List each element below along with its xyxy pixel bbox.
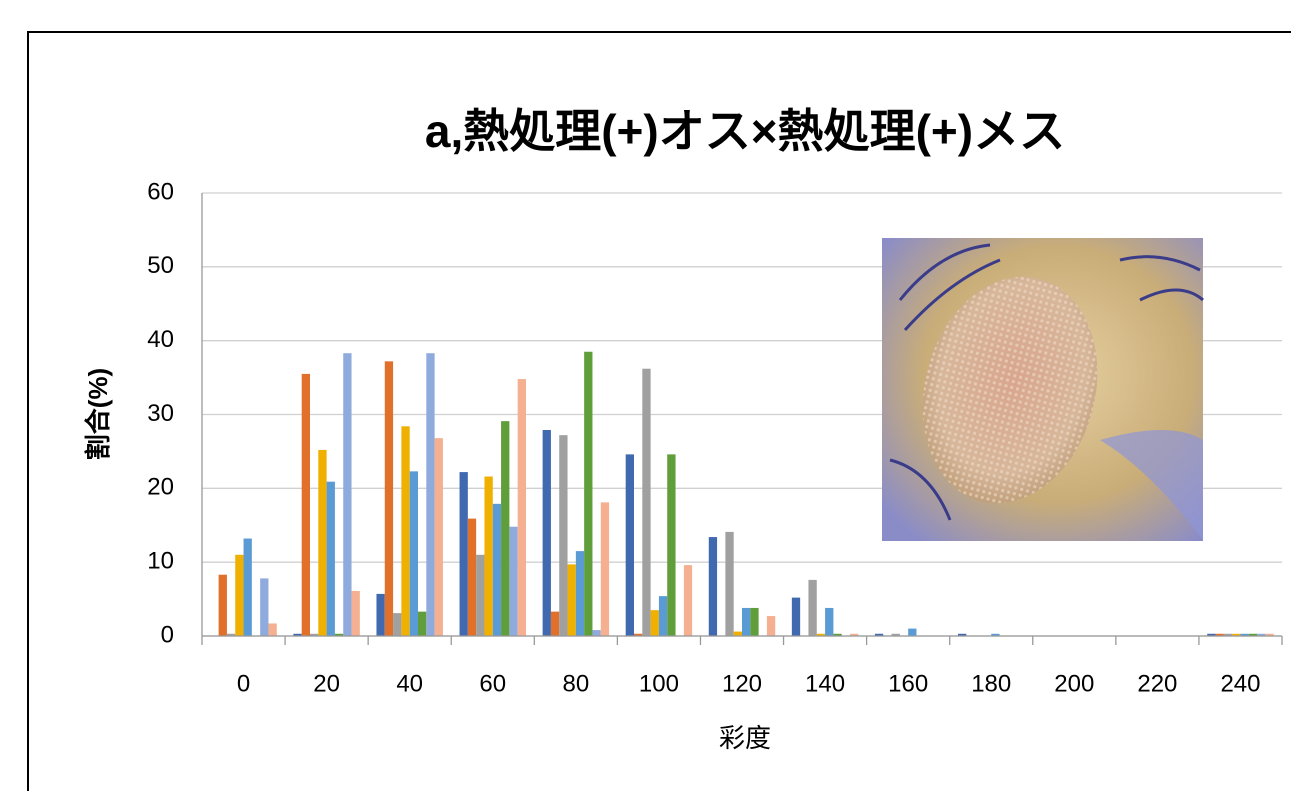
bar xyxy=(792,598,800,636)
bar xyxy=(908,629,916,636)
bar xyxy=(410,471,418,636)
y-tick-label: 0 xyxy=(161,621,174,648)
bar xyxy=(642,369,650,636)
x-tick-label: 0 xyxy=(237,670,250,697)
bar xyxy=(543,430,551,636)
y-tick-label: 10 xyxy=(147,548,174,575)
bar xyxy=(651,610,659,636)
bar xyxy=(376,594,384,636)
bar xyxy=(576,551,584,636)
x-tick-label: 20 xyxy=(313,670,340,697)
page: a,熱処理(+)オス×熱処理(+)メス 割合(%) 彩度 0 10 20 30 40 50… xyxy=(0,0,1291,791)
bar xyxy=(268,623,276,636)
bar xyxy=(244,539,252,636)
chart: a,熱処理(+)オス×熱処理(+)メス 割合(%) 彩度 0 10 20 30 40 50… xyxy=(0,0,1291,791)
bar xyxy=(302,374,310,636)
bar xyxy=(518,379,526,636)
bar xyxy=(684,565,692,636)
y-axis-label: 割合(%) xyxy=(83,368,113,460)
bar xyxy=(401,426,409,636)
y-tick-label: 20 xyxy=(147,474,174,501)
x-tick-label: 160 xyxy=(888,670,928,697)
bar xyxy=(767,616,775,636)
bar xyxy=(709,537,717,636)
x-tick-label: 220 xyxy=(1137,670,1177,697)
bar xyxy=(327,482,335,636)
bar xyxy=(501,421,509,636)
bar xyxy=(343,353,351,636)
bar xyxy=(667,454,675,636)
bar xyxy=(559,435,567,636)
bar xyxy=(592,630,600,636)
bar xyxy=(484,477,492,636)
bar xyxy=(601,502,609,636)
bar xyxy=(626,454,634,636)
bar xyxy=(551,612,559,636)
bar xyxy=(825,608,833,636)
bar xyxy=(568,564,576,636)
x-tick-label: 240 xyxy=(1220,670,1260,697)
y-tick-label: 50 xyxy=(147,252,174,279)
bar xyxy=(235,555,243,636)
bar xyxy=(426,353,434,636)
bar xyxy=(352,591,360,636)
bar xyxy=(219,575,227,636)
x-tick-label: 80 xyxy=(562,670,589,697)
bar xyxy=(659,596,667,636)
bar xyxy=(318,450,326,636)
bar xyxy=(742,608,750,636)
bar xyxy=(725,532,733,636)
x-tick-label: 100 xyxy=(639,670,679,697)
bar xyxy=(584,352,592,636)
x-tick-label: 40 xyxy=(396,670,423,697)
y-tick-label: 40 xyxy=(147,326,174,353)
bar xyxy=(460,472,468,636)
x-tick-label: 60 xyxy=(479,670,506,697)
bar xyxy=(260,578,268,636)
bar xyxy=(808,580,816,636)
bar xyxy=(476,555,484,636)
bar xyxy=(493,504,501,636)
bar xyxy=(393,613,401,636)
x-axis-label: 彩度 xyxy=(719,723,771,753)
chart-title: a,熱処理(+)オス×熱処理(+)メス xyxy=(425,105,1065,157)
bar xyxy=(385,361,393,636)
inset-photo xyxy=(882,238,1203,541)
x-tick-label: 140 xyxy=(805,670,845,697)
y-tick-label: 30 xyxy=(147,400,174,427)
bar xyxy=(435,438,443,636)
bar xyxy=(418,612,426,636)
bar xyxy=(750,608,758,636)
y-tick-label: 60 xyxy=(147,178,174,205)
bar xyxy=(468,519,476,636)
bar xyxy=(509,527,517,636)
x-tick-label: 120 xyxy=(722,670,762,697)
x-tick-label: 200 xyxy=(1054,670,1094,697)
x-tick-label: 180 xyxy=(971,670,1011,697)
bar xyxy=(734,632,742,636)
